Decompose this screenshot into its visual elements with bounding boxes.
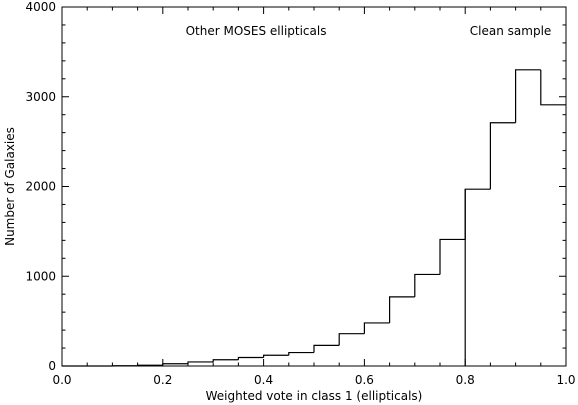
x-tick-label: 0.4: [254, 373, 273, 387]
x-tick-label: 0.6: [355, 373, 374, 387]
y-tick-label: 0: [48, 359, 56, 373]
x-tick-label: 0.2: [153, 373, 172, 387]
histogram-bin: [515, 69, 541, 123]
tick-labels: 0.0 0.2 0.4 0.6 0.8 1.0 0 1000 2000 3000 4000: [25, 0, 575, 387]
annotation-other-moses: Other MOSES ellipticals: [186, 24, 327, 38]
x-tick-label: 1.0: [556, 373, 575, 387]
histogram-bin: [313, 344, 340, 353]
histogram-bin: [263, 354, 289, 358]
histogram-bin: [540, 69, 566, 106]
x-axis-label: Weighted vote in class 1 (ellipticals): [206, 389, 423, 403]
y-tick-label: 2000: [25, 180, 56, 194]
histogram-bin: [363, 322, 390, 334]
histogram-bin: [237, 356, 264, 360]
x-tick-label: 0.0: [52, 373, 71, 387]
x-tick-label: 0.8: [456, 373, 475, 387]
y-axis-label: Number of Galaxies: [3, 127, 17, 246]
plot-area: [62, 69, 566, 367]
histogram-bin: [389, 296, 415, 323]
histogram-bin: [464, 188, 491, 240]
histogram-bin: [439, 238, 466, 275]
annotation-clean-sample: Clean sample: [470, 24, 552, 38]
histogram-bin: [489, 122, 516, 190]
histogram-bin: [187, 361, 214, 364]
histogram-bin: [162, 363, 188, 366]
y-tick-label: 4000: [25, 0, 56, 14]
histogram-bin: [212, 359, 239, 362]
y-tick-label: 1000: [25, 269, 56, 283]
histogram-bin: [338, 333, 365, 346]
histogram-bin: [288, 351, 314, 356]
axis-ticks: [61, 6, 567, 367]
y-tick-label: 3000: [25, 90, 56, 104]
histogram-bin: [414, 273, 440, 297]
